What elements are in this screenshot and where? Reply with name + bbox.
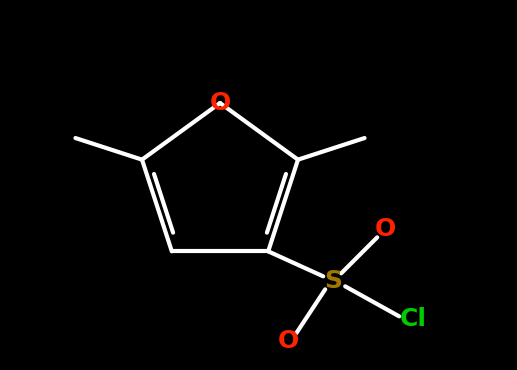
Text: Cl: Cl (400, 307, 427, 332)
Text: O: O (375, 217, 396, 241)
Text: O: O (209, 91, 231, 115)
Text: O: O (278, 329, 299, 353)
Text: S: S (324, 269, 342, 293)
